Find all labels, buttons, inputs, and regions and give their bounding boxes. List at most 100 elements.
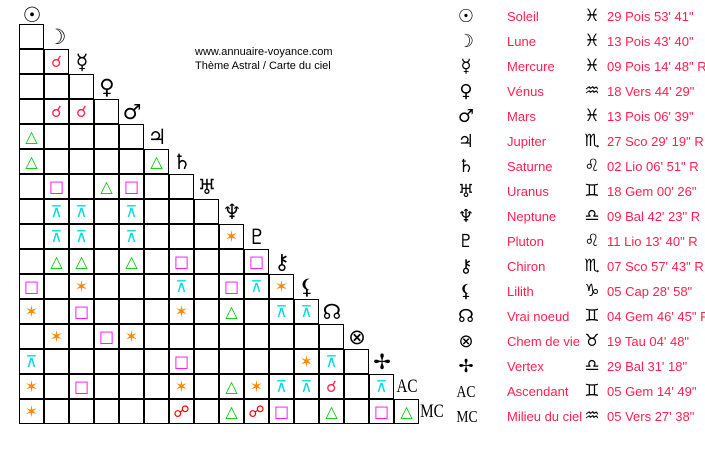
aspect-cell: ⊼ <box>169 274 194 299</box>
square-icon: □ <box>23 277 40 296</box>
body-name: Vénus <box>507 84 544 99</box>
aspect-cell <box>94 199 119 224</box>
aspect-cell: □ <box>369 399 394 424</box>
pisces-icon: ♓ <box>584 106 600 126</box>
aspect-cell <box>44 299 69 324</box>
chiron-icon: ⚷ <box>459 256 473 277</box>
aspect-cell: ✶ <box>44 324 69 349</box>
taurus-icon: ♉ <box>584 331 600 351</box>
aspect-cell: △ <box>319 399 344 424</box>
quincunx-icon: ⊼ <box>50 227 63 246</box>
aspect-cell <box>19 224 44 249</box>
body-position: 29 Pois 53' 41" <box>607 9 694 24</box>
body-name: Mars <box>507 109 536 124</box>
scorpio-icon: ♏ <box>584 131 600 151</box>
pluto-icon: ♇ <box>457 231 475 252</box>
mercury-icon: ☿ <box>75 50 89 74</box>
aspect-cell <box>144 349 169 374</box>
aspect-cell: □ <box>19 274 44 299</box>
aspect-cell <box>44 124 69 149</box>
aspect-cell <box>19 324 44 349</box>
sextile-icon: ✶ <box>224 227 239 246</box>
quincunx-icon: ⊼ <box>75 227 88 246</box>
aquarius-icon: ♒ <box>584 81 600 101</box>
moon-icon: ☽ <box>47 25 67 49</box>
body-position: 05 Gem 14' 49" <box>607 384 697 399</box>
body-position: 11 Lio 13' 40" R <box>607 234 698 249</box>
position-row: ☊ Vrai noeud ♊ 04 Gem 46' 45" R <box>450 304 705 329</box>
aspect-cell <box>44 399 69 424</box>
trine-icon: △ <box>50 252 63 271</box>
aspect-cell <box>94 349 119 374</box>
aspect-cell: △ <box>69 249 94 274</box>
aspect-cell: ⊼ <box>44 224 69 249</box>
aspect-cell: ⊼ <box>119 199 144 224</box>
sextile-icon: ✶ <box>274 277 289 296</box>
aspect-cell <box>294 324 319 349</box>
aspect-cell <box>244 299 269 324</box>
lilith-icon: ⚸ <box>459 281 473 302</box>
sextile-icon: ✶ <box>74 277 89 296</box>
aspect-cell <box>194 374 219 399</box>
aspect-cell <box>44 374 69 399</box>
quincunx-icon: ⊼ <box>50 202 63 221</box>
node-icon: ☊ <box>322 300 342 324</box>
aspect-cell <box>19 49 44 74</box>
aspect-cell <box>144 199 169 224</box>
sextile-icon: ✶ <box>174 377 189 396</box>
node-icon: ☊ <box>458 306 474 327</box>
aspect-cell: ⊼ <box>119 224 144 249</box>
aspect-cell: △ <box>19 124 44 149</box>
aspect-cell: □ <box>44 174 69 199</box>
aspect-cell <box>144 224 169 249</box>
neptune-icon: ♆ <box>457 206 475 227</box>
aspect-cell <box>19 199 44 224</box>
saturn-icon: ♄ <box>172 150 192 174</box>
aspect-cell <box>94 374 119 399</box>
pisces-icon: ♓ <box>584 31 600 51</box>
trine-icon: △ <box>125 252 138 271</box>
aspect-cell <box>319 324 344 349</box>
aspect-cell: △ <box>144 149 169 174</box>
body-name: Jupiter <box>507 134 547 149</box>
midheaven-icon: MC <box>456 407 478 426</box>
position-row: ♄ Saturne ♌ 02 Lio 06' 51" R <box>450 154 705 179</box>
position-row: ♂ Mars ♓ 13 Pois 06' 39" <box>450 104 705 129</box>
square-icon: □ <box>73 377 90 396</box>
aspect-cell: △ <box>94 174 119 199</box>
aspect-cell <box>344 374 369 399</box>
sun-icon: ☉ <box>22 3 42 27</box>
aspect-cell: ⊼ <box>44 199 69 224</box>
square-icon: □ <box>123 177 140 196</box>
aspect-cell <box>169 174 194 199</box>
body-position: 29 Bal 31' 18" <box>607 359 688 374</box>
aspect-cell: ⊼ <box>69 224 94 249</box>
pisces-icon: ♓ <box>584 6 600 26</box>
trine-icon: △ <box>225 402 238 421</box>
gemini-icon: ♊ <box>584 181 600 201</box>
aspect-cell <box>94 299 119 324</box>
quincunx-icon: ⊼ <box>275 377 288 396</box>
sextile-icon: ✶ <box>24 302 39 321</box>
opposition-icon: ☍ <box>248 402 265 421</box>
body-position: 13 Pois 43' 40" <box>607 34 694 49</box>
aspect-cell <box>144 374 169 399</box>
aspect-cell <box>219 349 244 374</box>
scorpio-icon: ♏ <box>584 256 600 276</box>
aspect-cell: ⊼ <box>19 349 44 374</box>
part-of-fortune-icon: ⊗ <box>458 331 474 352</box>
aspect-cell <box>44 74 69 99</box>
aspect-cell <box>244 324 269 349</box>
body-name: Mercure <box>507 59 555 74</box>
position-row: AC Ascendant ♊ 05 Gem 14' 49" <box>450 379 705 404</box>
body-position: 13 Pois 06' 39" <box>607 109 694 124</box>
aspect-cell <box>19 24 44 49</box>
aspect-cell: □ <box>94 324 119 349</box>
aspect-cell: ✶ <box>269 274 294 299</box>
position-row: ♃ Jupiter ♏ 27 Sco 29' 19" R <box>450 129 705 154</box>
saturn-icon: ♄ <box>457 156 475 177</box>
quincunx-icon: ⊼ <box>125 227 138 246</box>
uranus-icon: ♅ <box>197 175 217 199</box>
trine-icon: △ <box>325 402 338 421</box>
aspect-cell: □ <box>169 349 194 374</box>
